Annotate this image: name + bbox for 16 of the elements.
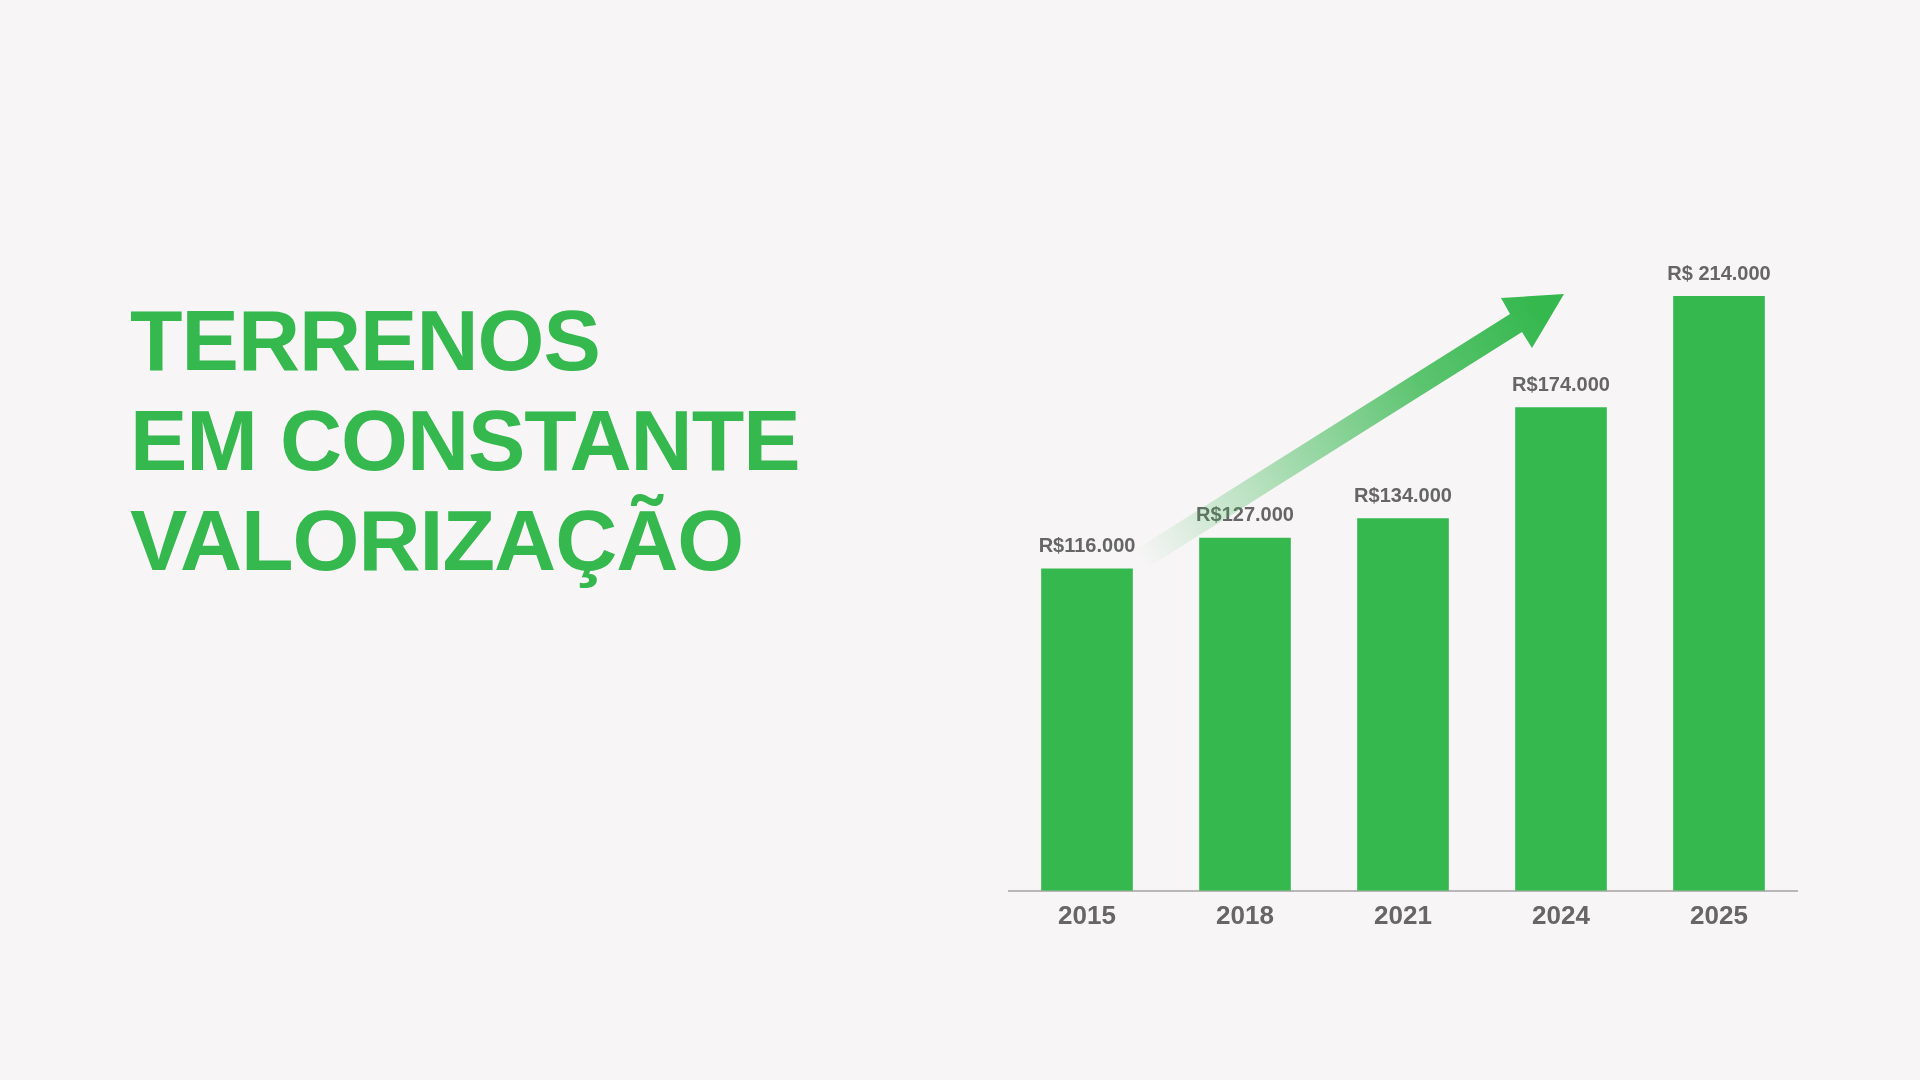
bar — [1041, 568, 1133, 891]
bar — [1673, 296, 1765, 891]
bar — [1515, 407, 1607, 891]
data-label: R$116.000 — [1038, 533, 1136, 556]
x-tick-label: 2018 — [1216, 899, 1274, 930]
bar — [1357, 518, 1449, 891]
x-tick-label: 2021 — [1374, 899, 1432, 930]
text: TERRENOS EM CONSTANTE VALORIZAÇÃO — [130, 291, 800, 590]
x-tick-label: 2015 — [1058, 899, 1116, 930]
bar — [1199, 537, 1291, 891]
data-label: R$127.000 — [1196, 503, 1294, 526]
data-label: R$ 214.000 — [1667, 261, 1771, 284]
x-tick-label: 2024 — [1532, 899, 1591, 930]
x-tick-label: 2025 — [1690, 899, 1748, 930]
data-label: R$134.000 — [1354, 483, 1452, 506]
data-label: R$174.000 — [1512, 372, 1610, 395]
